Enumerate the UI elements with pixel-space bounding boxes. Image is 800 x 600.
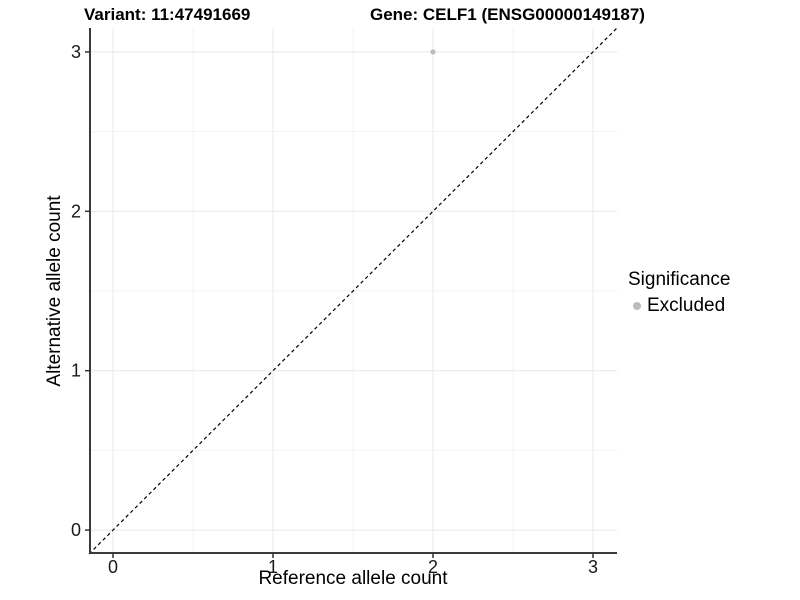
x-tick-label: 1	[268, 557, 278, 577]
legend-title: Significance	[628, 269, 731, 290]
legend-items: Excluded	[628, 295, 730, 317]
y-tick-label: 0	[71, 520, 81, 540]
legend-item-label: Excluded	[647, 295, 726, 316]
gene-title: Gene: CELF1 (ENSG00000149187)	[370, 5, 645, 24]
legend-item: Excluded	[628, 295, 730, 317]
legend-key-dot-icon	[633, 302, 641, 310]
x-tick-label: 0	[108, 557, 118, 577]
data-point	[430, 49, 436, 55]
variant-title: Variant: 11:47491669	[84, 5, 251, 24]
y-tick-label: 2	[71, 201, 81, 221]
x-axis-title: Reference allele count	[258, 568, 448, 589]
y-tick-label: 1	[71, 361, 81, 381]
identity-dashed-line	[88, 27, 618, 555]
y-tick-label: 3	[71, 42, 81, 62]
x-tick-label: 3	[588, 557, 598, 577]
legend: Significance Excluded	[628, 269, 730, 317]
x-tick-label: 2	[428, 557, 438, 577]
y-axis-title: Alternative allele count	[44, 195, 65, 387]
